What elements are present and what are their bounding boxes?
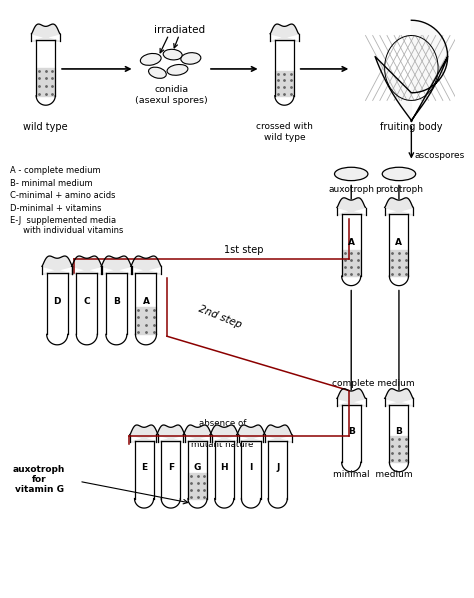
Polygon shape <box>36 40 55 96</box>
Polygon shape <box>188 441 207 499</box>
Polygon shape <box>275 96 294 105</box>
Polygon shape <box>342 250 360 276</box>
Polygon shape <box>189 473 207 499</box>
Polygon shape <box>390 462 409 472</box>
Polygon shape <box>390 250 408 276</box>
Text: D: D <box>54 297 61 306</box>
Text: auxotroph
for
vitamin G: auxotroph for vitamin G <box>13 465 65 495</box>
Ellipse shape <box>167 65 188 75</box>
Text: absence of
growth proves
mutant nature: absence of growth proves mutant nature <box>191 419 254 448</box>
Text: F: F <box>168 463 174 472</box>
Polygon shape <box>72 256 102 274</box>
Text: A: A <box>348 238 355 247</box>
Polygon shape <box>264 425 292 442</box>
Polygon shape <box>384 389 413 406</box>
Polygon shape <box>188 499 207 508</box>
Text: fruiting body: fruiting body <box>380 123 443 132</box>
Text: complete medium: complete medium <box>332 379 414 388</box>
Polygon shape <box>183 425 212 442</box>
Polygon shape <box>270 24 299 41</box>
Ellipse shape <box>163 49 182 60</box>
Polygon shape <box>268 441 287 499</box>
Polygon shape <box>136 307 156 334</box>
Polygon shape <box>237 425 265 442</box>
Polygon shape <box>337 389 365 406</box>
Text: B: B <box>395 427 402 436</box>
Text: E: E <box>141 463 147 472</box>
Polygon shape <box>101 256 132 274</box>
Polygon shape <box>268 499 287 508</box>
Polygon shape <box>241 499 261 508</box>
Ellipse shape <box>140 53 161 65</box>
Polygon shape <box>342 214 361 276</box>
Text: G: G <box>194 463 201 472</box>
Text: ascospores: ascospores <box>414 151 465 160</box>
Polygon shape <box>161 499 180 508</box>
Polygon shape <box>47 334 68 345</box>
Polygon shape <box>384 198 413 215</box>
Polygon shape <box>275 71 293 96</box>
Polygon shape <box>275 40 294 96</box>
Polygon shape <box>136 334 156 345</box>
Polygon shape <box>161 441 180 499</box>
Polygon shape <box>136 273 156 334</box>
Polygon shape <box>106 334 127 345</box>
Text: 2nd step: 2nd step <box>197 304 244 330</box>
Polygon shape <box>36 68 55 96</box>
Text: A - complete medium: A - complete medium <box>10 166 101 175</box>
Ellipse shape <box>148 67 166 78</box>
Text: J: J <box>276 463 279 472</box>
Polygon shape <box>42 256 73 274</box>
Polygon shape <box>342 462 361 472</box>
Polygon shape <box>375 20 447 121</box>
Polygon shape <box>241 441 261 499</box>
Text: H: H <box>220 463 228 472</box>
Polygon shape <box>390 214 409 276</box>
Polygon shape <box>215 441 234 499</box>
Polygon shape <box>47 273 68 334</box>
Polygon shape <box>36 96 55 105</box>
Text: crossed with
wild type: crossed with wild type <box>256 123 313 142</box>
Polygon shape <box>337 198 365 215</box>
Ellipse shape <box>181 53 201 64</box>
Ellipse shape <box>382 167 416 181</box>
Polygon shape <box>76 334 97 345</box>
Polygon shape <box>106 273 127 334</box>
Polygon shape <box>215 499 234 508</box>
Polygon shape <box>31 24 60 41</box>
Text: B: B <box>113 297 120 306</box>
Text: conidia
(asexul spores): conidia (asexul spores) <box>136 85 208 105</box>
Polygon shape <box>390 437 408 462</box>
Polygon shape <box>342 276 361 286</box>
Text: auxotroph: auxotroph <box>328 185 374 194</box>
Text: C-minimal + amino acids: C-minimal + amino acids <box>10 191 116 200</box>
Text: wild type: wild type <box>23 123 68 132</box>
Polygon shape <box>342 405 361 462</box>
Text: D-minimal + vitamins: D-minimal + vitamins <box>10 203 102 212</box>
Text: B: B <box>348 427 355 436</box>
Text: E-J  supplemented media
     with individual vitamins: E-J supplemented media with individual v… <box>10 216 124 236</box>
Text: A: A <box>143 297 149 306</box>
Polygon shape <box>135 499 154 508</box>
Polygon shape <box>130 425 158 442</box>
Text: A: A <box>395 238 402 247</box>
Text: I: I <box>249 463 253 472</box>
Text: prototroph: prototroph <box>375 185 423 194</box>
Polygon shape <box>390 276 409 286</box>
Ellipse shape <box>335 167 368 181</box>
Polygon shape <box>156 425 185 442</box>
Text: minimal  medium: minimal medium <box>333 471 413 480</box>
Polygon shape <box>76 273 97 334</box>
Text: 1st step: 1st step <box>224 245 263 255</box>
Polygon shape <box>131 256 161 274</box>
Polygon shape <box>210 425 238 442</box>
Text: B- minimal medium: B- minimal medium <box>10 179 93 188</box>
Text: C: C <box>83 297 90 306</box>
Text: irradiated: irradiated <box>154 25 205 35</box>
Polygon shape <box>135 441 154 499</box>
Polygon shape <box>390 405 409 462</box>
